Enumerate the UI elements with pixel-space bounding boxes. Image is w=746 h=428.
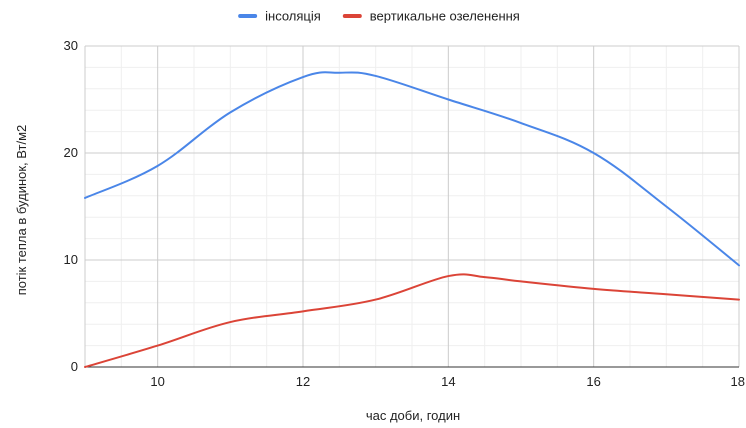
- y-tick-label: 20: [64, 145, 78, 160]
- x-axis-title: час доби, годин: [366, 408, 460, 423]
- axis-tick-labels: 0 10 20 30 10 12 14 16 18: [64, 38, 745, 389]
- series-layer: [84, 71, 740, 368]
- legend-swatch: [238, 14, 258, 18]
- legend-label: інсоляція: [265, 9, 321, 24]
- x-tick-label: 10: [150, 374, 164, 389]
- x-tick-label: 14: [441, 374, 455, 389]
- x-tick-label: 18: [731, 374, 745, 389]
- y-tick-label: 0: [71, 359, 78, 374]
- legend-swatch: [342, 14, 362, 18]
- y-tick-label: 10: [64, 252, 78, 267]
- y-axis-title: потік тепла в будинок, Вт/м2: [14, 125, 29, 296]
- y-tick-label: 30: [64, 38, 78, 53]
- legend: інсоляція вертикальне озеленення: [238, 9, 520, 24]
- series-line-1: [84, 71, 740, 267]
- series-line-2: [84, 273, 740, 368]
- x-tick-label: 12: [296, 374, 310, 389]
- x-tick-label: 16: [586, 374, 600, 389]
- legend-label: вертикальне озеленення: [370, 9, 520, 24]
- minor-gridlines: [85, 46, 739, 367]
